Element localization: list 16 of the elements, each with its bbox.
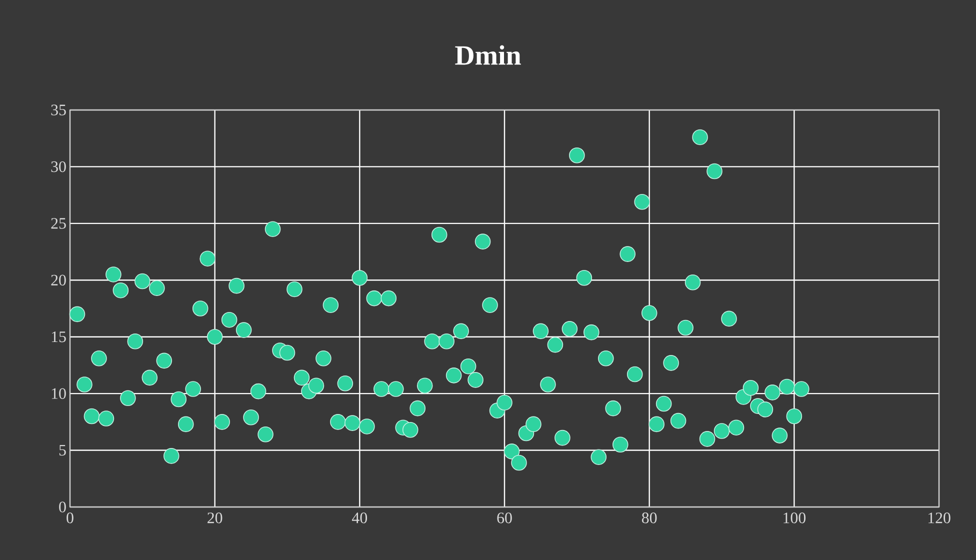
y-tick-label: 25 bbox=[51, 218, 66, 229]
x-tick-label: 60 bbox=[497, 512, 512, 524]
x-tick-label: 120 bbox=[928, 512, 950, 524]
x-tick-label: 80 bbox=[642, 512, 657, 524]
y-tick-label: 0 bbox=[59, 502, 66, 512]
x-tick-label: 100 bbox=[784, 512, 806, 524]
y-tick-label: 10 bbox=[52, 388, 66, 399]
x-tick-label: 20 bbox=[208, 512, 222, 524]
y-tick-label: 20 bbox=[51, 274, 66, 286]
y-tick-label: 5 bbox=[59, 444, 66, 456]
x-tick-label: 0 bbox=[66, 512, 74, 524]
y-tick-label: 15 bbox=[52, 332, 66, 342]
x-tick-label: 40 bbox=[352, 512, 368, 524]
chart-title: Dmin bbox=[455, 45, 521, 65]
y-tick-label: 35 bbox=[51, 104, 66, 116]
y-tick-label: 30 bbox=[51, 161, 66, 172]
